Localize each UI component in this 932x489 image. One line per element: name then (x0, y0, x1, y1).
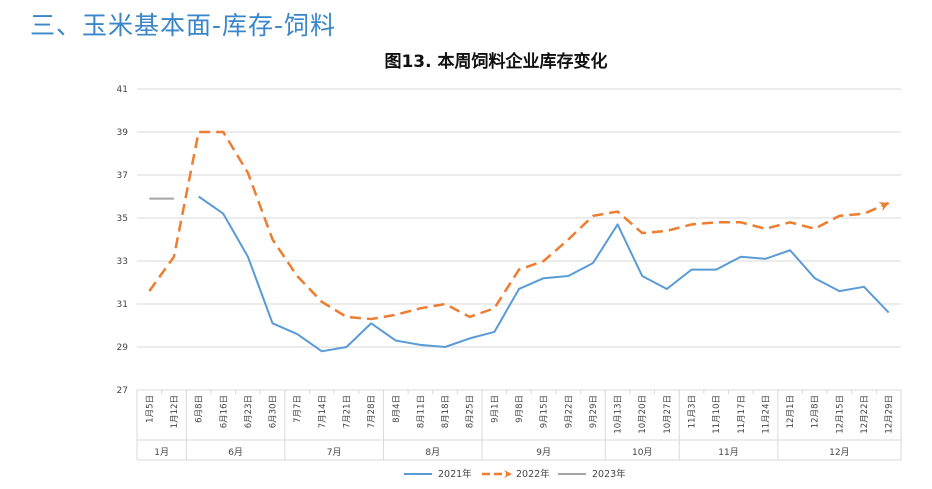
x-tick-label: 8月4日 (392, 395, 402, 423)
section-title: 三、玉米基本面-库存-饲料 (30, 11, 337, 40)
x-tick-label: 8月25日 (466, 395, 476, 428)
x-tick-label: 7月7日 (293, 395, 303, 423)
y-tick-label: 37 (117, 171, 128, 181)
legend-label-2022年: 2022年 (516, 468, 550, 480)
x-tick-label: 12月8日 (811, 395, 821, 428)
legend: 2021年 2022年 2023年 (404, 468, 626, 480)
x-tick-label: 10月27日 (663, 395, 673, 434)
x-tick-label: 6月16日 (219, 395, 229, 428)
month-label: 6月 (228, 447, 243, 458)
y-tick-label: 39 (117, 128, 129, 138)
legend-arrow-icon (504, 470, 512, 478)
x-tick-label: 9月8日 (515, 395, 525, 423)
month-label: 11月 (718, 447, 738, 458)
legend-label-2021年: 2021年 (438, 468, 472, 480)
x-tick-label: 10月20日 (638, 395, 648, 434)
x-tick-label: 6月23日 (244, 395, 254, 428)
x-tick-label: 1月5日 (145, 395, 155, 423)
x-tick-label: 1月12日 (170, 395, 180, 428)
x-tick-label: 12月29日 (885, 395, 895, 434)
month-label: 9月 (536, 447, 551, 458)
y-axis: 27 29 31 33 35 37 39 41 (117, 85, 129, 396)
series-line-2022年 (148, 130, 890, 321)
x-tick-label: 12月1日 (786, 395, 796, 428)
x-tick-label: 9月1日 (490, 395, 500, 423)
y-tick-label: 33 (117, 257, 128, 267)
x-tick-label: 11月3日 (688, 395, 698, 428)
y-tick-label: 35 (117, 214, 128, 224)
x-tick-label: 7月21日 (342, 395, 352, 428)
month-label: 12月 (829, 447, 849, 458)
x-axis: 1月5日 1月12日 6月8日 6月16日 6月23日 6月30日 7月7日 7月14日 7月2… (136, 390, 902, 461)
y-tick-label: 41 (117, 85, 128, 95)
y-tick-label: 29 (117, 343, 129, 353)
y-tick-label: 27 (117, 386, 128, 396)
x-tick-label: 11月24日 (761, 395, 771, 434)
month-label: 10月 (632, 447, 652, 458)
grid-lines (137, 88, 901, 391)
series-line-2021年 (198, 195, 890, 353)
x-tick-label: 8月11日 (416, 395, 426, 428)
x-tick-label: 8月18日 (441, 395, 451, 428)
series-group (148, 130, 890, 353)
x-tick-label: 11月17日 (737, 395, 747, 434)
x-tick-label: 7月14日 (318, 395, 328, 428)
x-tick-label: 7月28日 (367, 395, 377, 428)
y-tick-label: 31 (117, 300, 128, 310)
series-arrow-head (878, 201, 889, 212)
x-tick-label: 9月29日 (589, 395, 599, 428)
month-label: 8月 (425, 447, 440, 458)
legend-label-2023年: 2023年 (592, 468, 626, 480)
x-tick-label: 6月30日 (269, 395, 279, 428)
x-tick-label: 10月13日 (614, 395, 624, 434)
x-tick-label: 12月15日 (835, 395, 845, 434)
x-tick-label: 12月22日 (860, 395, 870, 434)
x-tick-label: 11月10日 (712, 395, 722, 434)
x-tick-label: 9月15日 (540, 395, 550, 428)
month-label: 1月 (154, 447, 169, 458)
x-tick-label: 9月22日 (564, 395, 574, 428)
x-tick-label: 6月8日 (195, 395, 205, 423)
month-label: 7月 (327, 447, 342, 458)
chart-title: 图13. 本周饲料企业库存变化 (384, 51, 607, 72)
